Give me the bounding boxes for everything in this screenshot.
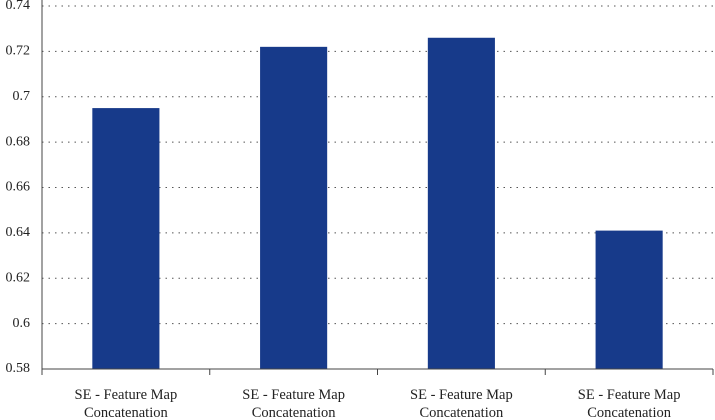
bar (92, 108, 160, 369)
y-tick-label: 0.6 (13, 316, 31, 331)
y-tick-label: 0.66 (6, 180, 31, 195)
y-tick-label: 0.68 (6, 134, 31, 149)
y-tick-label: 0.62 (6, 270, 31, 285)
x-tick-label: SE - Feature Map Concatenation (577, 387, 681, 420)
bar (595, 230, 663, 369)
y-tick-label: 0.7 (13, 89, 31, 104)
y-tick-label: 0.64 (6, 225, 31, 240)
y-tick-label: 0.74 (6, 0, 31, 13)
y-tick-label: 0.72 (6, 44, 31, 59)
x-tick-label: SE - Feature Map Concatenation (242, 387, 345, 420)
x-tick-label: SE - Feature Map Concatenation (410, 387, 513, 420)
y-tick-label: 0.58 (6, 361, 31, 376)
x-tick-label: SE - Feature Map Concatenation (74, 387, 178, 420)
bar (260, 46, 328, 370)
bar (427, 37, 495, 369)
